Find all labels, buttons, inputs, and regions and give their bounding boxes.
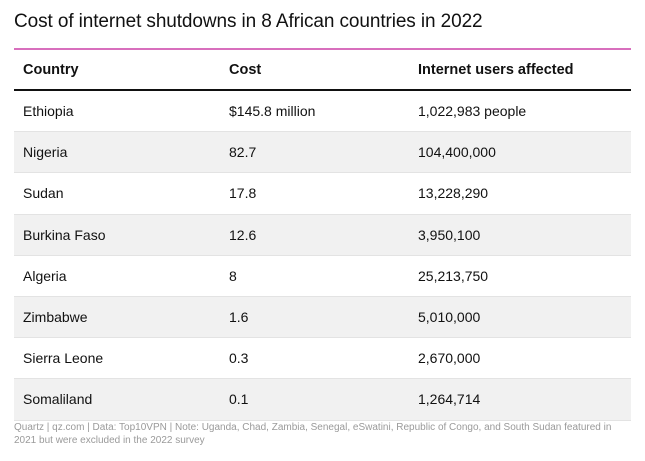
country-cell: Somaliland xyxy=(14,378,220,421)
cost-cell: 1.6 xyxy=(220,296,409,339)
country-cell: Sudan xyxy=(14,172,220,215)
cost-cell: 12.6 xyxy=(220,214,409,256)
table-row: Somaliland 0.1 1,264,714 xyxy=(14,378,631,421)
cost-cell: 0.1 xyxy=(220,378,409,421)
table-row: Ethiopia $145.8 million 1,022,983 people xyxy=(14,90,631,133)
cost-cell: $145.8 million xyxy=(220,90,409,133)
users-cell: 1,264,714 xyxy=(409,378,631,421)
header-row: Country Cost Internet users affected xyxy=(14,50,631,91)
users-cell: 13,228,290 xyxy=(409,172,631,215)
cost-cell: 82.7 xyxy=(220,131,409,174)
country-cell: Zimbabwe xyxy=(14,296,220,339)
users-cell: 104,400,000 xyxy=(409,131,631,174)
country-cell: Nigeria xyxy=(14,131,220,174)
users-cell: 5,010,000 xyxy=(409,296,631,339)
country-cell: Ethiopia xyxy=(14,90,220,133)
table-row: Nigeria 82.7 104,400,000 xyxy=(14,131,631,174)
accent-divider xyxy=(14,48,631,50)
table-header: Country Cost Internet users affected xyxy=(14,50,631,91)
users-cell: 1,022,983 people xyxy=(409,90,631,133)
table-row: Sudan 17.8 13,228,290 xyxy=(14,172,631,215)
cost-cell: 8 xyxy=(220,255,409,297)
column-header-users: Internet users affected xyxy=(409,50,631,91)
column-header-cost: Cost xyxy=(220,50,409,91)
table-body: Ethiopia $145.8 million 1,022,983 people… xyxy=(14,90,631,421)
users-cell: 3,950,100 xyxy=(409,214,631,256)
users-cell: 25,213,750 xyxy=(409,255,631,297)
table-row: Zimbabwe 1.6 5,010,000 xyxy=(14,296,631,339)
table-row: Algeria 8 25,213,750 xyxy=(14,255,631,297)
users-cell: 2,670,000 xyxy=(409,337,631,380)
cost-cell: 17.8 xyxy=(220,172,409,215)
column-header-country: Country xyxy=(14,50,220,91)
country-cell: Sierra Leone xyxy=(14,337,220,380)
country-cell: Burkina Faso xyxy=(14,214,220,256)
table-row: Burkina Faso 12.6 3,950,100 xyxy=(14,214,631,256)
table-row: Sierra Leone 0.3 2,670,000 xyxy=(14,337,631,380)
source-footnote: Quartz | qz.com | Data: Top10VPN | Note:… xyxy=(14,422,612,446)
cost-cell: 0.3 xyxy=(220,337,409,380)
data-table: Country Cost Internet users affected Eth… xyxy=(14,50,631,421)
country-cell: Algeria xyxy=(14,255,220,297)
page-title: Cost of internet shutdowns in 8 African … xyxy=(14,11,483,32)
